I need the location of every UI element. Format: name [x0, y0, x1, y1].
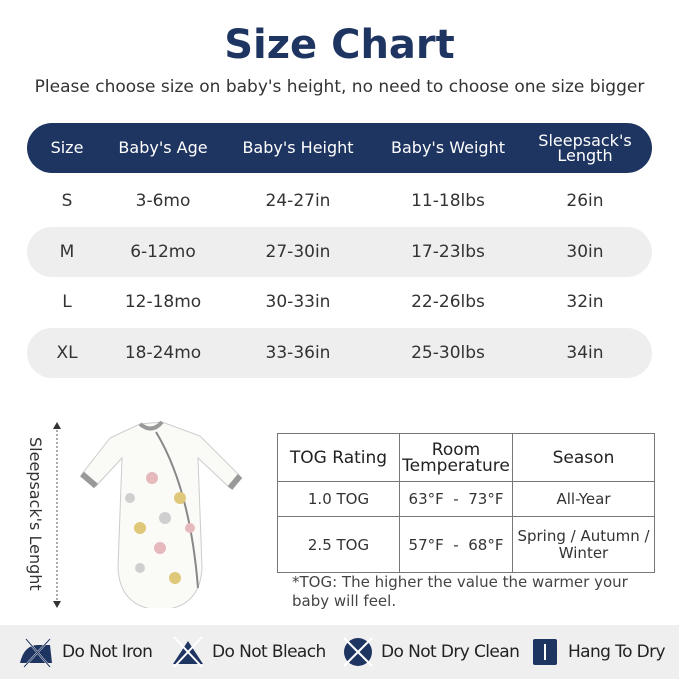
- size-header: Baby's Age: [118, 138, 208, 157]
- size-cell: 22-26lbs: [411, 292, 485, 312]
- size-cell: 18-24mo: [124, 343, 202, 363]
- tog-cell: 57°F - 68°F: [399, 516, 513, 573]
- tog-header: TOG Rating: [277, 433, 400, 482]
- size-table-header: [27, 123, 652, 173]
- care-label: Do Not Iron: [62, 642, 153, 662]
- size-cell: 34in: [566, 343, 604, 363]
- care-item: Do Not Iron: [16, 625, 153, 679]
- length-label: Sleepsack's Lenght: [26, 437, 45, 591]
- size-header: Sleepsack's Length: [538, 131, 632, 165]
- care-item: Do Not Bleach: [170, 625, 326, 679]
- size-cell: 6-12mo: [130, 242, 196, 262]
- size-cell: L: [62, 292, 72, 312]
- tog-header: Room Temperature: [399, 433, 513, 482]
- care-item: Do Not Dry Clean: [341, 625, 520, 679]
- size-header: Baby's Height: [242, 138, 354, 157]
- size-cell: 17-23lbs: [411, 242, 485, 262]
- length-arrow-icon: [53, 422, 61, 608]
- size-cell: 11-18lbs: [411, 191, 485, 211]
- subtitle: Please choose size on baby's height, no …: [34, 77, 645, 97]
- size-cell: 12-18mo: [124, 292, 202, 312]
- tog-header: Season: [512, 433, 655, 482]
- tog-cell: 63°F - 73°F: [399, 481, 513, 517]
- row-band: [27, 328, 652, 378]
- tog-cell: Spring / Autumn / Winter: [512, 516, 655, 573]
- size-cell: 26in: [566, 191, 604, 211]
- size-cell: 30-33in: [265, 292, 331, 312]
- sleepsack-image: [80, 420, 243, 608]
- size-header: Size: [50, 138, 84, 157]
- care-bar: Do Not Iron Do Not Bleach Do Not Dry Cle…: [0, 625, 679, 679]
- size-cell: S: [61, 191, 73, 211]
- hang-to-dry-icon: [533, 639, 557, 665]
- care-label: Do Not Dry Clean: [381, 642, 520, 662]
- row-band: [27, 227, 652, 277]
- do-not-bleach-icon: [173, 636, 203, 668]
- size-cell: 30in: [566, 242, 604, 262]
- page-title: Size Chart: [224, 22, 455, 68]
- size-cell: M: [59, 242, 75, 262]
- size-cell: 32in: [566, 292, 604, 312]
- size-header: Baby's Weight: [391, 138, 505, 157]
- tog-note: *TOG: The higher the value the warmer yo…: [292, 573, 628, 610]
- care-item: Hang To Dry: [532, 625, 666, 679]
- tog-cell: 2.5 TOG: [277, 516, 400, 573]
- do-not-dry-clean-icon: [343, 637, 373, 667]
- size-cell: 33-36in: [265, 343, 331, 363]
- size-cell: 25-30lbs: [411, 343, 485, 363]
- tog-cell: 1.0 TOG: [277, 481, 400, 517]
- size-cell: 27-30in: [265, 242, 331, 262]
- care-label: Do Not Bleach: [212, 642, 326, 662]
- tog-table: TOG Rating Room Temperature Season 1.0 TOG…: [277, 433, 655, 573]
- size-cell: 3-6mo: [135, 191, 191, 211]
- do-not-iron-icon: [20, 638, 52, 668]
- care-label: Hang To Dry: [568, 642, 666, 662]
- size-cell: 24-27in: [265, 191, 331, 211]
- tog-cell: All-Year: [512, 481, 655, 517]
- size-cell: XL: [56, 343, 78, 363]
